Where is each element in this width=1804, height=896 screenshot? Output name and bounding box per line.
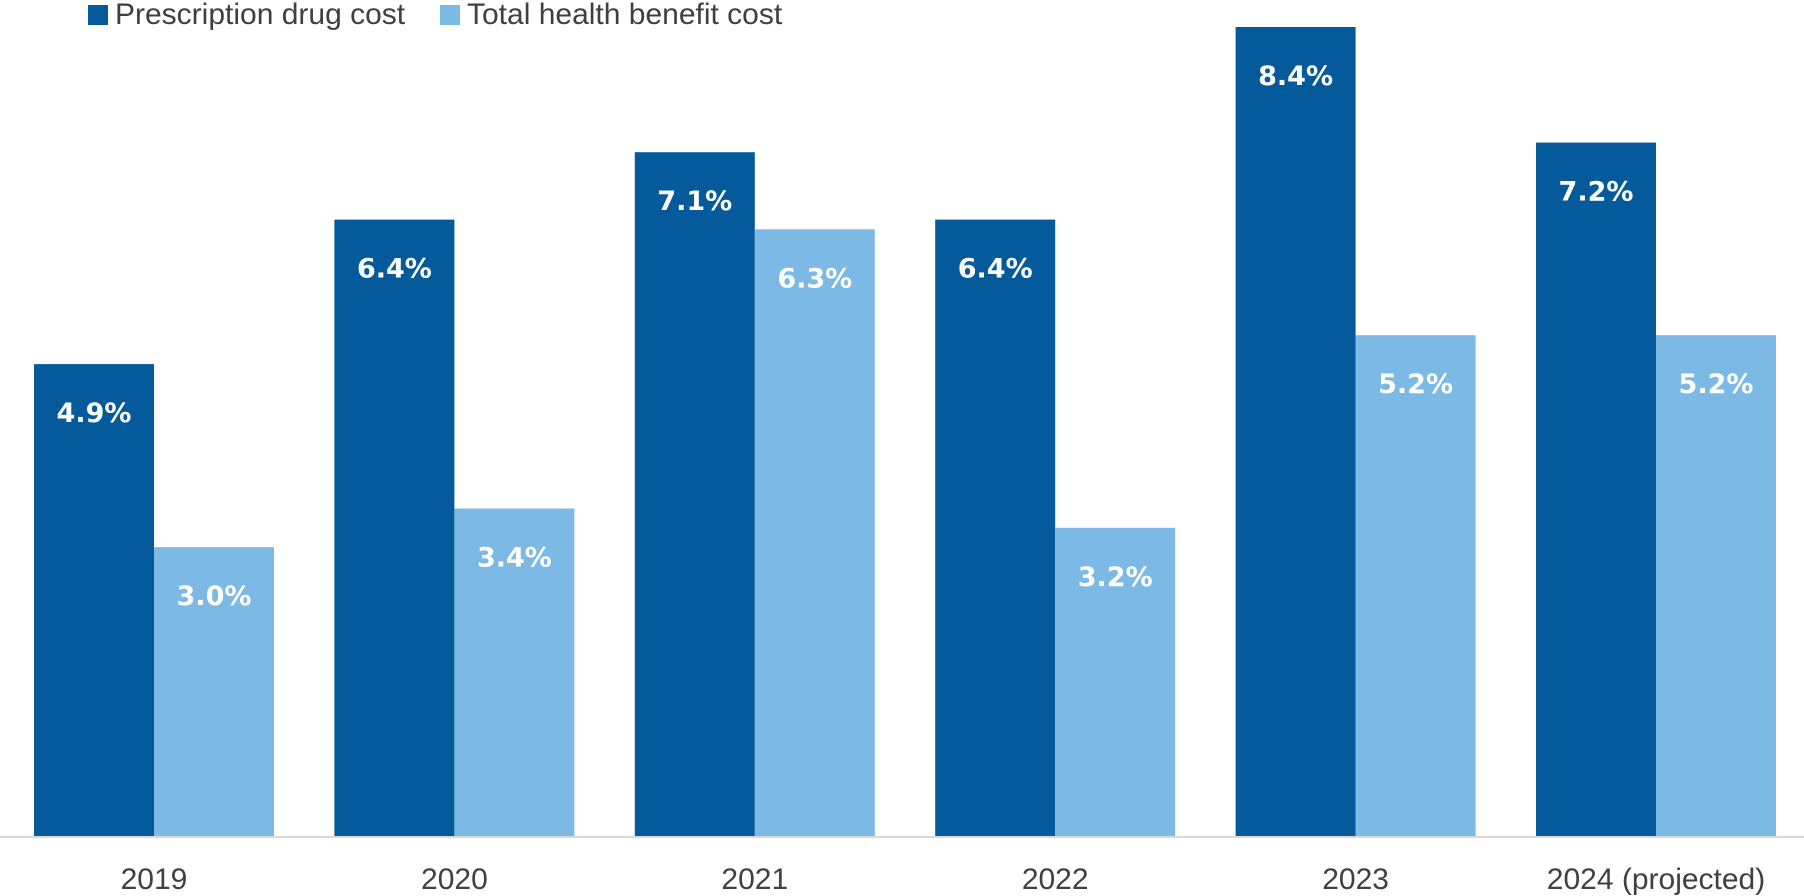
legend: Prescription drug cost Total health benef… [88, 0, 783, 31]
data-label-total-4: 3.2% [1078, 562, 1153, 593]
x-tick-label-6: 2024 (projected) [1547, 863, 1765, 896]
data-label-total-2: 3.4% [477, 543, 552, 574]
bar-prescription-6 [1536, 142, 1656, 837]
x-tick-label-2: 2020 [421, 863, 488, 896]
data-labels: 4.9% 3.0% 6.4% 3.4% 7.1% 6.3% 6.4% 3.2% 8.4% 5.2%… [57, 61, 1754, 612]
bar-total-6 [1656, 335, 1776, 836]
data-label-total-3: 6.3% [777, 263, 852, 294]
bar-prescription-1 [34, 364, 154, 836]
data-label-prescription-5: 8.4% [1258, 61, 1333, 92]
x-tick-label-5: 2023 [1322, 863, 1389, 896]
legend-swatch-2 [440, 5, 460, 25]
bar-total-2 [454, 508, 575, 836]
x-axis-tick-labels: 2019 2020 2021 2022 2023 2024 (projected) [121, 863, 1766, 896]
legend-label-1: Prescription drug cost [115, 0, 406, 31]
data-label-prescription-1: 4.9% [57, 398, 132, 429]
data-label-total-6: 5.2% [1679, 369, 1754, 400]
bar-prescription-3 [634, 152, 755, 836]
bar-total-1 [154, 547, 274, 836]
bar-total-4 [1055, 527, 1176, 836]
legend-swatch-1 [88, 5, 108, 25]
bar-prescription-2 [334, 219, 455, 837]
data-label-prescription-3: 7.1% [657, 186, 732, 217]
bar-prescription-5 [1235, 27, 1356, 836]
x-tick-label-3: 2021 [721, 863, 788, 896]
data-label-total-1: 3.0% [177, 581, 252, 612]
x-tick-label-4: 2022 [1022, 863, 1089, 896]
data-label-prescription-4: 6.4% [958, 254, 1033, 285]
bar-total-3 [754, 229, 875, 837]
legend-label-2: Total health benefit cost [467, 0, 783, 31]
bar-prescription-4 [935, 219, 1056, 837]
bars [34, 27, 1776, 837]
x-tick-label-1: 2019 [121, 863, 188, 896]
data-label-total-5: 5.2% [1378, 369, 1453, 400]
bar-total-5 [1355, 335, 1476, 836]
data-label-prescription-6: 7.2% [1559, 177, 1634, 208]
data-label-prescription-2: 6.4% [357, 254, 432, 285]
